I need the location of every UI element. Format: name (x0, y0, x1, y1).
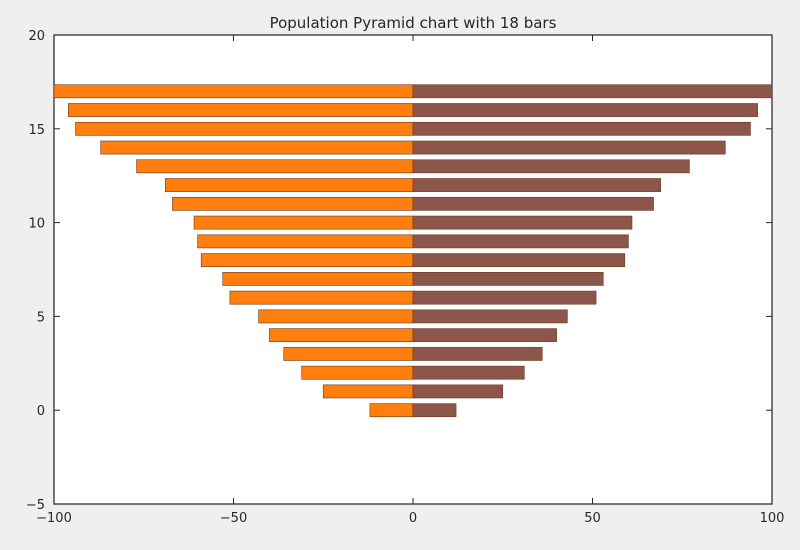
right-bar-16 (412, 103, 758, 117)
right-bar-2 (412, 365, 525, 380)
y-tick-label: 0 (37, 404, 45, 419)
right-bar-1 (412, 384, 504, 399)
y-tick-label: 5 (37, 310, 45, 325)
left-bar-15 (75, 121, 414, 136)
left-bar-13 (136, 159, 414, 174)
left-bar-1 (322, 384, 414, 399)
right-bar-3 (412, 347, 543, 361)
y-tick-label: −5 (26, 498, 45, 513)
y-tick-label: 20 (28, 29, 45, 44)
left-bar-10 (193, 215, 414, 230)
right-bar-11 (412, 196, 654, 211)
left-bar-6 (229, 290, 414, 305)
right-bar-9 (412, 234, 629, 249)
left-bar-0 (369, 403, 414, 418)
right-bar-8 (412, 253, 626, 267)
left-bar-9 (197, 234, 414, 249)
right-bar-15 (412, 121, 751, 136)
x-tick-label: −100 (36, 511, 72, 526)
x-tick-label: −50 (220, 511, 247, 526)
x-tick-label: 50 (584, 511, 601, 526)
right-bar-10 (412, 215, 633, 230)
y-tick-label: 10 (28, 217, 45, 232)
left-bar-5 (258, 309, 414, 324)
left-bar-17 (53, 84, 414, 99)
bars-group (53, 84, 773, 418)
left-bar-2 (301, 365, 414, 380)
ticks-group (53, 34, 773, 505)
right-bar-5 (412, 309, 568, 324)
right-bar-14 (412, 140, 726, 155)
left-bar-14 (100, 140, 414, 155)
left-bar-7 (222, 272, 414, 286)
left-bar-12 (164, 178, 414, 192)
right-bar-0 (412, 403, 457, 418)
right-bar-6 (412, 290, 597, 305)
left-bar-8 (200, 253, 414, 267)
right-bar-4 (412, 328, 557, 343)
y-tick-label: 15 (28, 123, 45, 138)
right-bar-17 (412, 84, 773, 99)
left-bar-4 (269, 328, 414, 343)
left-bar-3 (283, 347, 414, 361)
right-bar-12 (412, 178, 662, 192)
chart-title: Population Pyramid chart with 18 bars (270, 14, 557, 32)
right-bar-13 (412, 159, 690, 174)
left-bar-16 (68, 103, 414, 117)
right-bar-7 (412, 272, 604, 286)
left-bar-11 (172, 196, 414, 211)
x-tick-label: 0 (409, 511, 417, 526)
x-tick-label: 100 (760, 511, 785, 526)
